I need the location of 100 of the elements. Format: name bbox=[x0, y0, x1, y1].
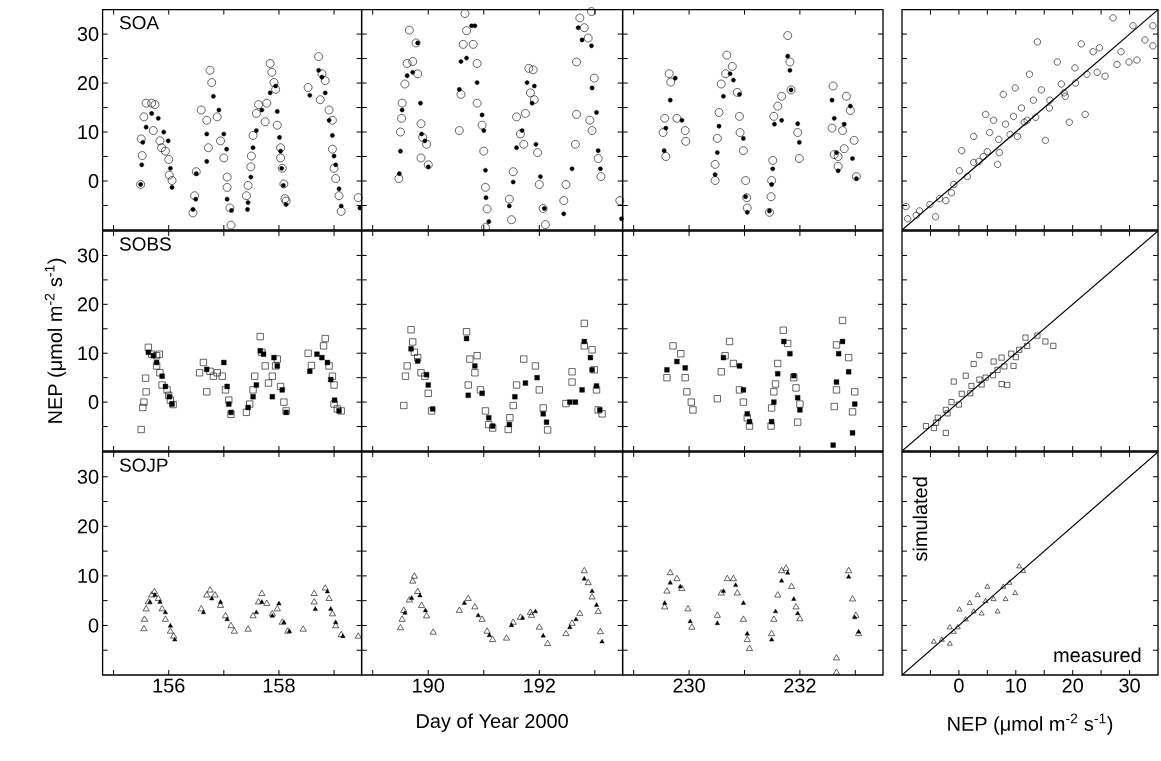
point bbox=[795, 395, 801, 401]
point bbox=[320, 342, 328, 350]
point bbox=[417, 369, 425, 377]
point bbox=[533, 141, 539, 147]
point bbox=[1012, 590, 1019, 595]
point bbox=[538, 174, 543, 179]
point bbox=[204, 366, 210, 372]
point bbox=[594, 607, 602, 614]
point bbox=[528, 611, 535, 618]
point bbox=[204, 159, 210, 164]
point bbox=[413, 69, 422, 79]
point bbox=[740, 600, 746, 605]
point bbox=[338, 203, 344, 209]
point bbox=[713, 395, 721, 403]
point bbox=[743, 635, 751, 642]
point bbox=[465, 392, 471, 398]
point bbox=[998, 354, 1005, 361]
point bbox=[271, 355, 277, 361]
point bbox=[224, 616, 230, 621]
point bbox=[163, 386, 171, 394]
annotation: simulated bbox=[912, 477, 928, 561]
point bbox=[833, 379, 840, 385]
point bbox=[770, 388, 778, 396]
point bbox=[770, 166, 776, 172]
point bbox=[669, 342, 677, 350]
point bbox=[397, 624, 404, 631]
point bbox=[1002, 595, 1009, 601]
point bbox=[273, 83, 278, 89]
point bbox=[304, 349, 312, 357]
point bbox=[1042, 338, 1049, 345]
point bbox=[474, 80, 480, 85]
point bbox=[310, 598, 318, 605]
point bbox=[279, 387, 285, 393]
point bbox=[596, 627, 604, 634]
y-tick-label: 30 bbox=[77, 469, 99, 484]
point bbox=[203, 591, 211, 598]
point bbox=[422, 139, 431, 149]
point bbox=[770, 615, 778, 622]
point bbox=[203, 388, 211, 396]
point bbox=[471, 603, 479, 610]
point bbox=[744, 411, 750, 417]
point bbox=[398, 615, 406, 622]
point bbox=[774, 359, 782, 367]
point bbox=[588, 593, 596, 600]
point bbox=[405, 25, 414, 35]
point bbox=[663, 125, 669, 131]
point bbox=[716, 79, 726, 89]
point bbox=[483, 195, 489, 200]
point bbox=[956, 401, 962, 408]
point bbox=[248, 174, 254, 180]
point bbox=[772, 121, 777, 127]
point bbox=[781, 338, 787, 345]
point bbox=[794, 418, 802, 426]
point bbox=[152, 592, 158, 597]
point bbox=[532, 83, 537, 89]
point bbox=[330, 400, 338, 408]
point bbox=[779, 326, 787, 334]
point bbox=[154, 359, 160, 366]
point bbox=[982, 597, 989, 603]
point bbox=[994, 608, 1001, 614]
point bbox=[829, 97, 835, 103]
point bbox=[728, 62, 737, 71]
point bbox=[831, 116, 837, 121]
point bbox=[923, 423, 929, 429]
point bbox=[994, 366, 1001, 373]
point bbox=[664, 367, 670, 373]
point bbox=[562, 400, 570, 408]
point bbox=[455, 606, 463, 613]
point bbox=[250, 394, 256, 400]
point bbox=[713, 134, 722, 143]
point bbox=[461, 600, 467, 605]
point bbox=[1006, 579, 1013, 585]
point bbox=[410, 348, 418, 356]
point bbox=[483, 167, 488, 173]
point bbox=[321, 584, 329, 591]
point bbox=[397, 114, 406, 123]
point bbox=[475, 612, 481, 618]
point bbox=[663, 587, 671, 594]
point bbox=[402, 610, 408, 615]
point bbox=[276, 600, 282, 606]
point bbox=[400, 402, 408, 410]
point bbox=[1034, 332, 1041, 339]
point bbox=[423, 612, 430, 619]
point bbox=[740, 387, 746, 393]
point bbox=[982, 374, 989, 381]
point bbox=[485, 421, 493, 429]
point bbox=[259, 107, 265, 113]
point bbox=[774, 591, 782, 598]
point bbox=[589, 73, 599, 83]
point bbox=[166, 396, 174, 404]
point bbox=[401, 372, 409, 380]
point bbox=[463, 328, 471, 336]
point bbox=[535, 180, 544, 189]
point bbox=[394, 174, 404, 183]
point bbox=[193, 196, 199, 202]
point bbox=[795, 154, 804, 163]
point bbox=[970, 361, 977, 367]
point bbox=[462, 26, 471, 35]
point bbox=[402, 59, 412, 68]
point bbox=[587, 7, 596, 16]
